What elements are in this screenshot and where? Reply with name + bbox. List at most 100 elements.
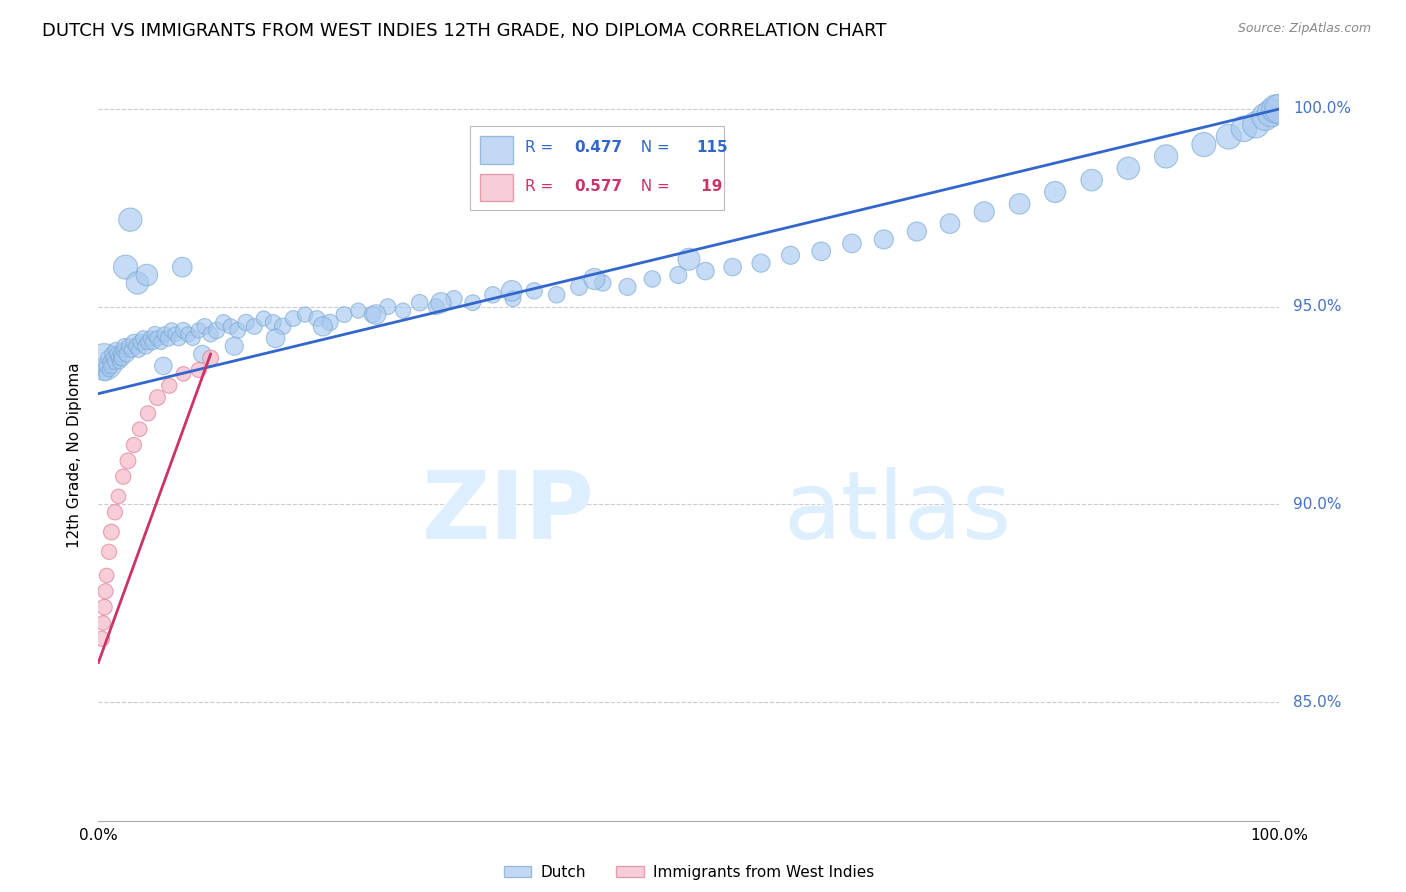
Point [641, 272, 664, 286]
Point [1260, 106, 1282, 120]
Point [361, 308, 384, 322]
Point [157, 378, 180, 392]
Point [96, 568, 118, 582]
Point [1218, 129, 1240, 144]
Point [112, 469, 135, 483]
Point [1154, 149, 1177, 163]
Point [695, 264, 717, 278]
Point [143, 327, 166, 342]
Point [177, 327, 200, 342]
Point [443, 292, 465, 306]
Point [501, 284, 523, 298]
Point [157, 331, 180, 345]
Point [253, 311, 276, 326]
Point [101, 347, 124, 361]
Point [408, 295, 430, 310]
Point [110, 347, 132, 361]
Text: R =: R = [524, 178, 558, 194]
Point [1008, 197, 1031, 211]
Point [200, 327, 222, 342]
Point [392, 303, 415, 318]
Point [973, 204, 995, 219]
Point [146, 391, 169, 405]
Point [100, 359, 122, 373]
Point [333, 308, 356, 322]
Point [135, 339, 157, 353]
Point [779, 248, 801, 262]
Point [112, 343, 135, 358]
Point [150, 335, 173, 350]
Point [136, 335, 159, 350]
Point [235, 316, 257, 330]
Point [1116, 161, 1139, 176]
Point [105, 343, 128, 358]
Point [461, 295, 484, 310]
Point [91, 359, 114, 373]
Point [121, 343, 143, 358]
Point [108, 355, 131, 369]
Text: ZIP: ZIP [422, 467, 595, 559]
Point [118, 339, 141, 353]
Point [127, 276, 149, 290]
Point [181, 331, 204, 345]
Point [107, 351, 129, 365]
Point [128, 422, 150, 436]
Point [94, 367, 117, 381]
Point [114, 260, 136, 274]
Point [107, 490, 129, 504]
Point [523, 284, 546, 298]
Point [172, 323, 194, 337]
Point [172, 367, 194, 381]
Point [749, 256, 772, 270]
Point [271, 319, 294, 334]
Point [152, 359, 174, 373]
Point [129, 335, 152, 350]
Point [592, 276, 614, 290]
Point [212, 316, 235, 330]
Bar [479, 174, 513, 202]
Point [91, 363, 114, 377]
Point [117, 454, 139, 468]
Point [305, 311, 328, 326]
Point [1233, 121, 1256, 136]
Text: 19: 19 [696, 178, 723, 194]
Point [616, 280, 638, 294]
Point [905, 225, 928, 239]
Point [841, 236, 863, 251]
Text: N =: N = [631, 140, 675, 155]
Point [125, 339, 148, 353]
Point [425, 300, 447, 314]
Text: 100.0%: 100.0% [1294, 102, 1351, 117]
Point [873, 232, 896, 246]
Point [98, 545, 121, 559]
Point [319, 316, 342, 330]
Point [224, 339, 246, 353]
Point [1264, 102, 1286, 116]
Point [132, 331, 155, 345]
Point [1244, 118, 1267, 132]
Point [167, 331, 190, 345]
Point [146, 331, 169, 345]
Point [294, 308, 316, 322]
Point [568, 280, 591, 294]
Point [94, 584, 117, 599]
Text: 0.477: 0.477 [575, 140, 623, 155]
Point [160, 323, 183, 337]
Point [103, 351, 125, 365]
Text: R =: R = [524, 140, 558, 155]
Point [194, 319, 217, 334]
Point [264, 331, 287, 345]
Point [97, 351, 120, 365]
Point [165, 327, 187, 342]
Point [377, 300, 399, 314]
Point [283, 311, 305, 326]
Point [96, 359, 118, 373]
Point [502, 292, 524, 306]
Point [115, 347, 138, 361]
Point [1254, 110, 1277, 124]
Text: 85.0%: 85.0% [1294, 695, 1341, 709]
Point [105, 347, 128, 361]
Legend: Dutch, Immigrants from West Indies: Dutch, Immigrants from West Indies [498, 859, 880, 886]
Point [104, 355, 127, 369]
Point [430, 295, 453, 310]
